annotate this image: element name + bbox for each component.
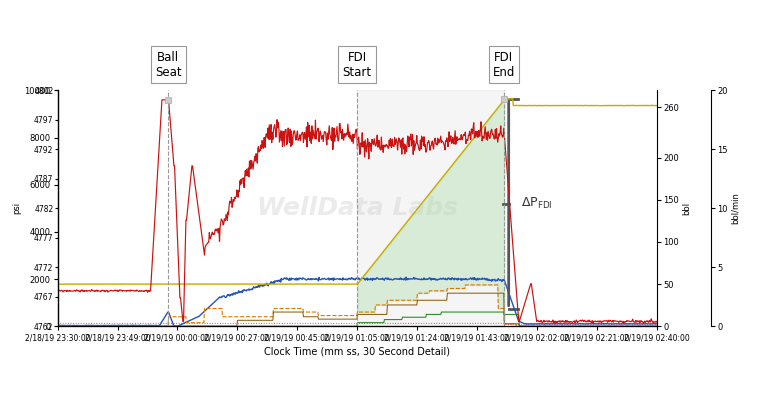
Text: FDI
End: FDI End	[493, 51, 515, 79]
Text: FDI
Start: FDI Start	[343, 51, 372, 79]
Bar	[357, 90, 504, 326]
Y-axis label: bbl: bbl	[682, 202, 691, 215]
X-axis label: Clock Time (mm ss, 30 Second Detail): Clock Time (mm ss, 30 Second Detail)	[264, 346, 450, 356]
Text: $\Delta$P$_{\mathregular{FDI}}$: $\Delta$P$_{\mathregular{FDI}}$	[521, 196, 552, 211]
Y-axis label: bbl/min: bbl/min	[731, 192, 740, 224]
Text: Ball
Seat: Ball Seat	[155, 51, 182, 79]
Y-axis label: psi: psi	[12, 202, 22, 214]
Text: WellData Labs: WellData Labs	[257, 196, 458, 220]
